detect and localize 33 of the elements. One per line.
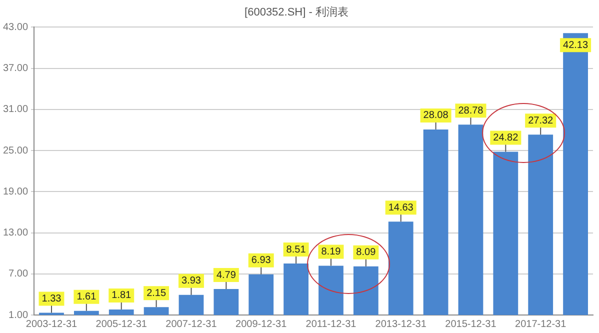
data-label: 28.78: [458, 105, 484, 116]
data-label: 3.93: [182, 276, 202, 287]
data-label: 8.09: [356, 247, 376, 258]
data-label: 8.19: [321, 246, 342, 258]
data-label: 6.93: [251, 255, 272, 266]
y-tick-label: 31.00: [2, 104, 28, 116]
data-label: 27.32: [528, 115, 554, 126]
data-label: 14.63: [388, 202, 414, 214]
x-tick-label: 2007-12-31: [166, 318, 218, 330]
x-tick-label: 2005-12-31: [96, 318, 148, 330]
data-label: 28.08: [423, 110, 449, 122]
x-tick-label: 2009-12-31: [236, 318, 288, 330]
data-label: 1.61: [76, 292, 97, 303]
data-label: 42.13: [563, 40, 588, 51]
x-tick-label: 2011-12-31: [306, 318, 357, 330]
data-label: 1.81: [112, 290, 132, 302]
x-tick-label: 2003-12-31: [26, 318, 78, 330]
data-label: 8.51: [286, 244, 306, 256]
y-tick-label: 1.00: [8, 310, 28, 321]
x-tick-label: 2013-12-31: [375, 318, 427, 330]
y-tick-label: 25.00: [2, 145, 28, 156]
data-label: 2.15: [146, 288, 166, 299]
y-tick-label: 37.00: [2, 63, 28, 74]
y-tick-label: 7.00: [8, 268, 28, 280]
chart-title: [600352.SH] - 利润表: [244, 6, 348, 19]
x-tick-label: 2017-12-31: [515, 318, 567, 330]
y-tick-label: 43.00: [2, 22, 28, 33]
data-label: 24.82: [493, 132, 519, 144]
data-label: 1.33: [42, 293, 62, 304]
y-tick-label: 19.00: [2, 186, 28, 198]
y-tick-label: 13.00: [2, 228, 28, 239]
x-tick-label: 2015-12-31: [445, 318, 497, 330]
data-label: 4.79: [216, 270, 236, 281]
